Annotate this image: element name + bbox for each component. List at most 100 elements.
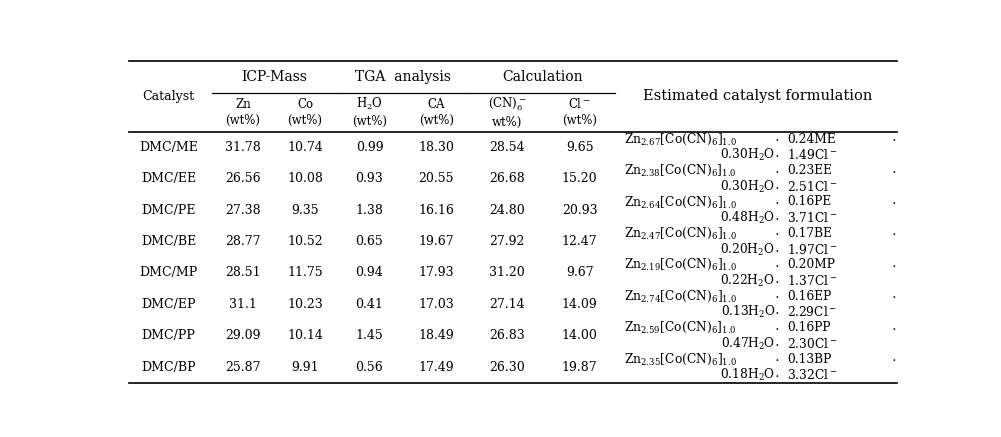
Text: 17.49: 17.49 <box>418 361 454 374</box>
Text: 0.47H$_2$O: 0.47H$_2$O <box>721 336 775 352</box>
Text: $\cdot$: $\cdot$ <box>891 258 896 272</box>
Text: 0.24ME: 0.24ME <box>787 133 836 146</box>
Text: 0.93: 0.93 <box>355 172 383 185</box>
Text: 27.14: 27.14 <box>489 298 525 311</box>
Text: 14.00: 14.00 <box>562 329 598 342</box>
Text: 0.20H$_2$O: 0.20H$_2$O <box>721 242 775 257</box>
Text: DMC/PE: DMC/PE <box>141 204 196 217</box>
Text: ICP-Mass: ICP-Mass <box>241 70 307 84</box>
Text: 10.14: 10.14 <box>287 329 323 342</box>
Text: 3.32Cl$^-$: 3.32Cl$^-$ <box>787 368 838 382</box>
Text: 0.23EE: 0.23EE <box>787 164 832 177</box>
Text: 24.80: 24.80 <box>488 204 525 217</box>
Text: $\cdot$: $\cdot$ <box>774 211 780 225</box>
Text: 0.17BE: 0.17BE <box>787 227 832 240</box>
Text: 20.55: 20.55 <box>418 172 454 185</box>
Text: 1.97Cl$^-$: 1.97Cl$^-$ <box>787 243 838 257</box>
Text: 1.49Cl$^-$: 1.49Cl$^-$ <box>787 148 838 162</box>
Text: Zn
(wt%): Zn (wt%) <box>225 97 260 127</box>
Text: 14.09: 14.09 <box>562 298 598 311</box>
Text: 2.29Cl$^-$: 2.29Cl$^-$ <box>787 305 837 319</box>
Text: $\cdot$: $\cdot$ <box>891 352 896 366</box>
Text: 20.93: 20.93 <box>562 204 598 217</box>
Text: $\cdot$: $\cdot$ <box>891 226 896 240</box>
Text: DMC/BP: DMC/BP <box>141 361 196 374</box>
Text: Zn$_{2.64}$[Co(CN)$_6$]$_{1.0}$: Zn$_{2.64}$[Co(CN)$_6$]$_{1.0}$ <box>624 194 737 210</box>
Text: 16.16: 16.16 <box>418 204 454 217</box>
Text: $\cdot$: $\cdot$ <box>891 195 896 209</box>
Text: 1.38: 1.38 <box>355 204 383 217</box>
Text: 10.74: 10.74 <box>287 141 323 154</box>
Text: 0.22H$_2$O: 0.22H$_2$O <box>721 273 775 289</box>
Text: 10.52: 10.52 <box>287 235 323 248</box>
Text: 15.20: 15.20 <box>562 172 598 185</box>
Text: Zn$_{2.67}$[Co(CN)$_6$]$_{1.0}$: Zn$_{2.67}$[Co(CN)$_6$]$_{1.0}$ <box>624 132 737 147</box>
Text: $\cdot$: $\cdot$ <box>891 163 896 177</box>
Text: Calculation: Calculation <box>503 70 583 84</box>
Text: $\cdot$: $\cdot$ <box>891 321 896 335</box>
Text: 0.56: 0.56 <box>355 361 383 374</box>
Text: 1.37Cl$^-$: 1.37Cl$^-$ <box>787 274 838 288</box>
Text: Zn$_{2.19}$[Co(CN)$_6$]$_{1.0}$: Zn$_{2.19}$[Co(CN)$_6$]$_{1.0}$ <box>624 257 737 272</box>
Text: 9.65: 9.65 <box>566 141 594 154</box>
Text: (CN)$_6^-$
wt%): (CN)$_6^-$ wt%) <box>487 95 526 129</box>
Text: Zn$_{2.35}$[Co(CN)$_6$]$_{1.0}$: Zn$_{2.35}$[Co(CN)$_6$]$_{1.0}$ <box>624 351 737 367</box>
Text: 0.48H$_2$O: 0.48H$_2$O <box>720 210 775 226</box>
Text: 0.16PE: 0.16PE <box>787 195 831 208</box>
Text: 17.03: 17.03 <box>418 298 454 311</box>
Text: 0.94: 0.94 <box>355 267 383 279</box>
Text: Zn$_{2.38}$[Co(CN)$_6$]$_{1.0}$: Zn$_{2.38}$[Co(CN)$_6$]$_{1.0}$ <box>624 163 737 178</box>
Text: $\cdot$: $\cdot$ <box>891 289 896 303</box>
Text: 1.45: 1.45 <box>355 329 383 342</box>
Text: 0.13BP: 0.13BP <box>787 353 831 366</box>
Text: DMC/MP: DMC/MP <box>139 267 197 279</box>
Text: 0.16PP: 0.16PP <box>787 321 831 334</box>
Text: 19.67: 19.67 <box>418 235 454 248</box>
Text: 26.56: 26.56 <box>225 172 261 185</box>
Text: $\cdot$: $\cdot$ <box>774 352 780 366</box>
Text: 26.30: 26.30 <box>488 361 525 374</box>
Text: $\cdot$: $\cdot$ <box>774 226 780 240</box>
Text: $\cdot$: $\cdot$ <box>774 195 780 209</box>
Text: 27.38: 27.38 <box>225 204 261 217</box>
Text: DMC/EP: DMC/EP <box>141 298 196 311</box>
Text: Estimated catalyst formulation: Estimated catalyst formulation <box>643 89 872 103</box>
Text: DMC/PP: DMC/PP <box>141 329 195 342</box>
Text: 10.23: 10.23 <box>287 298 323 311</box>
Text: $\cdot$: $\cdot$ <box>774 148 780 162</box>
Text: 18.49: 18.49 <box>418 329 454 342</box>
Text: CA
(wt%): CA (wt%) <box>418 97 453 127</box>
Text: 2.30Cl$^-$: 2.30Cl$^-$ <box>787 337 838 351</box>
Text: Zn$_{2.74}$[Co(CN)$_6$]$_{1.0}$: Zn$_{2.74}$[Co(CN)$_6$]$_{1.0}$ <box>624 289 737 304</box>
Text: 0.30H$_2$O: 0.30H$_2$O <box>720 179 775 195</box>
Text: 2.51Cl$^-$: 2.51Cl$^-$ <box>787 180 838 194</box>
Text: $\cdot$: $\cdot$ <box>774 180 780 194</box>
Text: 26.68: 26.68 <box>488 172 525 185</box>
Text: 9.67: 9.67 <box>566 267 594 279</box>
Text: 17.93: 17.93 <box>418 267 454 279</box>
Text: 9.91: 9.91 <box>291 361 319 374</box>
Text: Co
(wt%): Co (wt%) <box>287 97 322 127</box>
Text: 3.71Cl$^-$: 3.71Cl$^-$ <box>787 211 838 225</box>
Text: 11.75: 11.75 <box>287 267 323 279</box>
Text: $\cdot$: $\cdot$ <box>774 368 780 382</box>
Text: Cl$^-$
(wt%): Cl$^-$ (wt%) <box>563 97 598 127</box>
Text: 31.78: 31.78 <box>225 141 261 154</box>
Text: 19.87: 19.87 <box>562 361 598 374</box>
Text: 0.30H$_2$O: 0.30H$_2$O <box>720 147 775 163</box>
Text: 0.41: 0.41 <box>355 298 383 311</box>
Text: 12.47: 12.47 <box>562 235 598 248</box>
Text: DMC/EE: DMC/EE <box>141 172 196 185</box>
Text: $\cdot$: $\cdot$ <box>774 321 780 335</box>
Text: $\cdot$: $\cdot$ <box>774 305 780 319</box>
Text: 31.1: 31.1 <box>229 298 257 311</box>
Text: Zn$_{2.47}$[Co(CN)$_6$]$_{1.0}$: Zn$_{2.47}$[Co(CN)$_6$]$_{1.0}$ <box>624 226 737 241</box>
Text: $\cdot$: $\cdot$ <box>774 274 780 288</box>
Text: Catalyst: Catalyst <box>142 90 194 103</box>
Text: 27.92: 27.92 <box>489 235 525 248</box>
Text: 31.20: 31.20 <box>488 267 525 279</box>
Text: 18.30: 18.30 <box>418 141 454 154</box>
Text: 0.16EP: 0.16EP <box>787 290 831 303</box>
Text: TGA  analysis: TGA analysis <box>354 70 450 84</box>
Text: 25.87: 25.87 <box>225 361 261 374</box>
